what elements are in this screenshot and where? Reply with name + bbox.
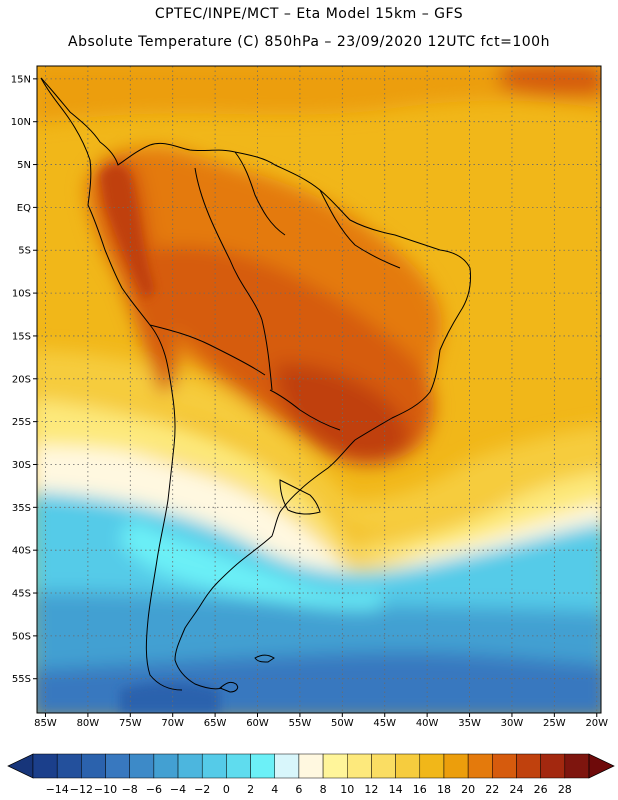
colorbar-label: −4 (170, 783, 186, 796)
lon-tick-label: 35W (458, 718, 481, 729)
colorbar-swatch (177, 753, 203, 779)
lat-tick-label: EQ (17, 203, 31, 214)
lon-tick-label: 25W (543, 718, 566, 729)
coastline (40, 77, 471, 693)
lat-tick-label: 45S (12, 589, 31, 600)
colorbar-label: 16 (413, 783, 427, 796)
lat-tick-label: 40S (12, 546, 31, 557)
colorbar-swatch (347, 753, 372, 779)
lon-tick-label: 85W (34, 718, 57, 729)
lat-tick-label: 30S (12, 460, 31, 471)
colorbar-swatch (105, 753, 130, 779)
lon-tick-label: 65W (204, 718, 227, 729)
colorbar-swatch (201, 753, 227, 779)
lat-tick-label: 5N (17, 160, 31, 171)
colorbar-label: 22 (485, 783, 499, 796)
colorbar-label: 20 (461, 783, 475, 796)
lat-tick-label: 35S (12, 503, 31, 514)
colorbar-high-arrow (588, 753, 615, 779)
chart-title-line2: Absolute Temperature (C) 850hPa – 23/09/… (68, 34, 550, 50)
colorbar-swatch (153, 753, 179, 779)
colorbar-swatch (298, 753, 324, 779)
colorbar-swatch (492, 753, 517, 779)
lon-tick-label: 75W (119, 718, 142, 729)
colorbar-label: 2 (247, 783, 254, 796)
lat-tick-label: 20S (12, 374, 31, 385)
colorbar-swatch (443, 753, 469, 779)
lon-tick-label: 30W (501, 718, 524, 729)
colorbar-swatch (274, 753, 300, 779)
colorbar-swatch (540, 753, 566, 779)
colorbar-swatch (371, 753, 396, 779)
colorbar-low-arrow (7, 753, 34, 779)
temperature-field (37, 66, 601, 713)
lat-tick-label: 10N (11, 117, 31, 128)
colorbar-swatch (129, 753, 155, 779)
colorbar-label: 0 (223, 783, 230, 796)
lat-tick-label: 10S (12, 289, 31, 300)
colorbar: −14 −12 −10 −8 −6 −4 −2 0 2 4 6 8 10 12 14 16 18 20 22 24 26… (7, 753, 615, 796)
colorbar-swatch (395, 753, 421, 779)
colorbar-swatch (250, 753, 275, 779)
lat-tick-label: 55S (12, 674, 31, 685)
lon-tick-label: 40W (416, 718, 439, 729)
colorbar-swatch (81, 753, 106, 779)
colorbar-label: 10 (340, 783, 354, 796)
latitude-tick-labels: 15N 10N 5N EQ 5S 10S 15S 20S 25S 30S 35S 40S 45S 50S 5… (11, 74, 37, 685)
colorbar-swatch (322, 753, 348, 779)
lat-tick-label: 50S (12, 631, 31, 642)
colorbar-label: −2 (194, 783, 210, 796)
colorbar-label: 8 (320, 783, 327, 796)
lon-tick-label: 20W (585, 718, 608, 729)
colorbar-label: 6 (295, 783, 302, 796)
lon-tick-label: 55W (289, 718, 312, 729)
lat-tick-label: 25S (12, 417, 31, 428)
colorbar-swatch (226, 753, 251, 779)
lon-tick-label: 45W (373, 718, 396, 729)
longitude-tick-labels: 85W 80W 75W 70W 65W 60W 55W 50W 45W 40W 35W 30W 25W 2… (34, 713, 608, 729)
colorbar-swatch (467, 753, 493, 779)
lon-tick-label: 50W (331, 718, 354, 729)
chart-title-line1: CPTEC/INPE/MCT – Eta Model 15km – GFS (154, 6, 464, 22)
colorbar-swatch (419, 753, 445, 779)
colorbar-label: 18 (437, 783, 451, 796)
colorbar-label: 24 (509, 783, 523, 796)
colorbar-label: 28 (558, 783, 572, 796)
lon-tick-label: 70W (161, 718, 184, 729)
colorbar-label: −14 (46, 783, 69, 796)
colorbar-label: 4 (271, 783, 278, 796)
colorbar-label: −10 (94, 783, 117, 796)
colorbar-label: 14 (389, 783, 403, 796)
lon-tick-label: 60W (246, 718, 269, 729)
lon-tick-label: 80W (77, 718, 100, 729)
colorbar-swatch (564, 753, 590, 779)
lat-tick-label: 5S (18, 246, 31, 257)
lat-tick-label: 15N (11, 74, 31, 85)
colorbar-swatch (516, 753, 541, 779)
colorbar-label: 12 (364, 783, 378, 796)
colorbar-label: −12 (70, 783, 93, 796)
lat-tick-label: 15S (12, 331, 31, 342)
map-frame (36, 65, 602, 714)
colorbar-swatch (56, 753, 82, 779)
colorbar-swatch (32, 753, 58, 779)
colorbar-label: −8 (122, 783, 138, 796)
colorbar-label: 26 (534, 783, 548, 796)
colorbar-label: −6 (146, 783, 162, 796)
